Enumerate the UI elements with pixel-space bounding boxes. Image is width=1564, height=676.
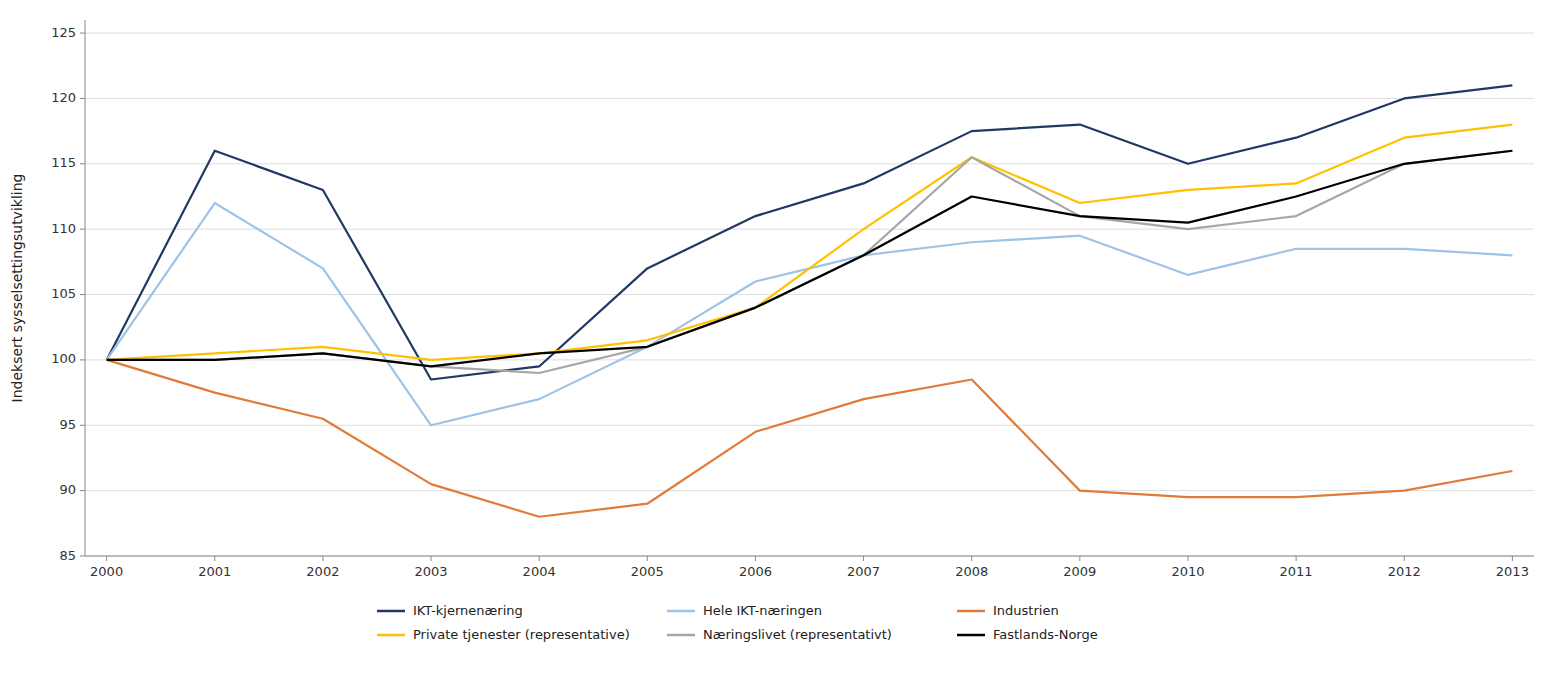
grid-line — [85, 98, 1534, 99]
y-tick-label: 120 — [51, 90, 76, 105]
legend-swatch — [667, 610, 695, 613]
grid-line — [85, 229, 1534, 230]
y-tick-label: 110 — [51, 221, 76, 236]
y-tick — [80, 229, 85, 230]
x-tick — [863, 556, 864, 561]
legend-swatch — [377, 610, 405, 613]
x-tick-label: 2003 — [414, 564, 447, 579]
y-axis-label: Indeksert sysselsettingsutvikling — [9, 174, 25, 403]
legend: IKT-kjernenæring Hele IKT-næringen Industr… — [377, 603, 1098, 642]
series-line — [107, 151, 1513, 367]
legend-label: Industrien — [993, 603, 1059, 618]
series-line — [107, 360, 1513, 517]
x-tick-label: 2005 — [631, 564, 664, 579]
x-tick — [106, 556, 107, 561]
x-tick-label: 2002 — [306, 564, 339, 579]
x-tick — [431, 556, 432, 561]
grid-line — [85, 359, 1534, 360]
x-tick — [1079, 556, 1080, 561]
x-tick — [539, 556, 540, 561]
x-axis: 2000 2001 2002 2003 2004 2005 2006 2007 2008 2009… — [85, 556, 1534, 579]
grid-line — [85, 294, 1534, 295]
x-tick — [647, 556, 648, 561]
legend-swatch — [377, 634, 405, 637]
y-tick-label: 115 — [51, 155, 76, 170]
x-tick-label: 2009 — [1063, 564, 1096, 579]
y-tick-label: 90 — [59, 482, 76, 497]
legend-label: IKT-kjernenæring — [413, 603, 523, 618]
y-grid — [85, 33, 1534, 556]
legend-label: Næringslivet (representativt) — [703, 627, 892, 642]
chart: 85 90 95 100 105 110 115 120 125 2000 2001 2002 2003… — [0, 0, 1564, 676]
x-axis-line — [85, 556, 1534, 557]
y-tick — [80, 163, 85, 164]
y-tick-label: 125 — [51, 25, 76, 40]
y-axis: 85 90 95 100 105 110 115 120 125 — [51, 20, 85, 563]
grid-line — [85, 556, 1534, 557]
y-tick — [80, 556, 85, 557]
x-tick-label: 2007 — [847, 564, 880, 579]
y-tick-label: 100 — [51, 351, 76, 366]
y-tick-label: 95 — [59, 417, 76, 432]
series-line — [107, 151, 1513, 373]
x-tick — [971, 556, 972, 561]
legend-swatch — [667, 634, 695, 637]
legend-swatch — [957, 610, 985, 613]
series-line — [107, 85, 1513, 379]
x-tick-label: 2012 — [1388, 564, 1421, 579]
y-tick — [80, 33, 85, 34]
legend-label: Fastlands-Norge — [993, 627, 1098, 642]
x-tick-label: 2004 — [523, 564, 556, 579]
grid-line — [85, 33, 1534, 34]
y-tick — [80, 425, 85, 426]
x-tick — [322, 556, 323, 561]
x-tick-label: 2008 — [955, 564, 988, 579]
x-tick — [1404, 556, 1405, 561]
legend-swatch — [957, 634, 985, 637]
y-tick-label: 85 — [59, 548, 76, 563]
grid-line — [85, 490, 1534, 491]
series-line — [107, 203, 1513, 425]
x-tick — [1296, 556, 1297, 561]
x-tick — [214, 556, 215, 561]
y-tick — [80, 490, 85, 491]
x-tick-label: 2013 — [1496, 564, 1529, 579]
x-tick-label: 2000 — [90, 564, 123, 579]
x-tick — [1512, 556, 1513, 561]
x-tick — [1187, 556, 1188, 561]
y-tick — [80, 98, 85, 99]
grid-line — [85, 425, 1534, 426]
x-tick-label: 2010 — [1171, 564, 1204, 579]
x-tick — [755, 556, 756, 561]
legend-label: Hele IKT-næringen — [703, 603, 822, 618]
y-axis-line — [85, 20, 86, 556]
y-tick — [80, 294, 85, 295]
y-tick — [80, 359, 85, 360]
legend-label: Private tjenester (representative) — [413, 627, 630, 642]
series-line — [107, 125, 1513, 360]
x-tick-label: 2001 — [198, 564, 231, 579]
lines — [107, 85, 1513, 516]
x-tick-label: 2011 — [1280, 564, 1313, 579]
grid-line — [85, 163, 1534, 164]
y-tick-label: 105 — [51, 286, 76, 301]
x-tick-label: 2006 — [739, 564, 772, 579]
